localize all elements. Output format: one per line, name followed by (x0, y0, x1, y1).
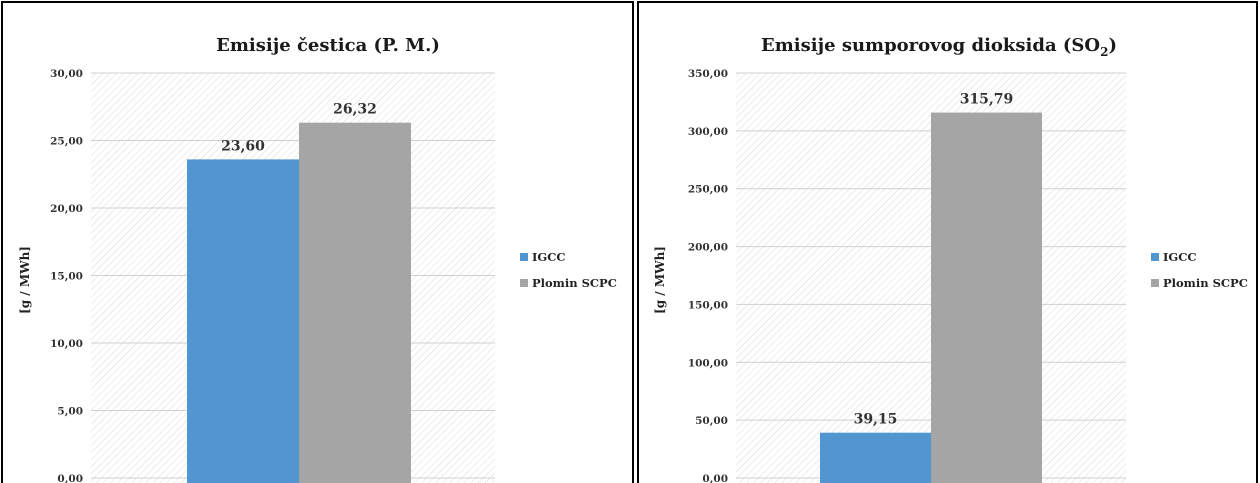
bar-plomin-scpc (299, 122, 411, 483)
data-label: 23,60 (221, 138, 265, 154)
y-axis-label: [g / MWh] (653, 246, 667, 314)
y-tick-label: 0,00 (57, 473, 83, 483)
y-tick-label: 200,00 (688, 242, 728, 254)
bar-plomin-scpc (931, 112, 1042, 483)
bar-igcc (187, 159, 299, 483)
y-tick-label: 300,00 (688, 126, 728, 138)
data-label: 315,79 (960, 92, 1014, 108)
chart-panel-particulates: Emisije čestica (P. M.) 0,00 5,00 10,00 15,… (1, 1, 634, 483)
y-tick-label: 350,00 (688, 68, 728, 80)
y-tick-label: 25,00 (50, 136, 83, 148)
y-tick-label: 15,00 (50, 271, 83, 283)
y-tick-label: 30,00 (50, 68, 83, 80)
y-tick-label: 50,00 (695, 415, 728, 427)
legend-swatch (520, 253, 528, 261)
legend-entry: IGCC (1163, 250, 1197, 264)
y-tick-label: 20,00 (50, 203, 83, 215)
chart-title: Emisije sumporovog dioksida (SO2) (761, 35, 1117, 59)
data-label: 39,15 (854, 412, 898, 428)
y-tick-label: 250,00 (688, 184, 728, 196)
bar-igcc (820, 432, 931, 483)
legend-swatch (1151, 279, 1159, 287)
y-tick-label: 10,00 (50, 338, 83, 350)
data-label: 26,32 (333, 102, 377, 118)
y-tick-label: 100,00 (688, 357, 728, 369)
legend-entry: Plomin SCPC (532, 276, 617, 290)
y-axis-label: [g / MWh] (18, 246, 32, 314)
y-tick-label: 0,00 (702, 473, 728, 483)
legend-entry: Plomin SCPC (1163, 276, 1248, 290)
chart-panel-so2: Emisije sumporovog dioksida (SO2) 0,00 50… (637, 1, 1258, 483)
chart-title: Emisije čestica (P. M.) (216, 35, 440, 56)
y-tick-label: 5,00 (57, 406, 83, 418)
y-tick-label: 150,00 (688, 299, 728, 311)
legend-swatch (520, 279, 528, 287)
chart-so2: Emisije sumporovog dioksida (SO2) 0,00 50… (653, 35, 1248, 483)
legend-swatch (1151, 253, 1159, 261)
chart-particulates: Emisije čestica (P. M.) 0,00 5,00 10,00 15,… (18, 35, 617, 483)
legend-entry: IGCC (532, 250, 566, 264)
